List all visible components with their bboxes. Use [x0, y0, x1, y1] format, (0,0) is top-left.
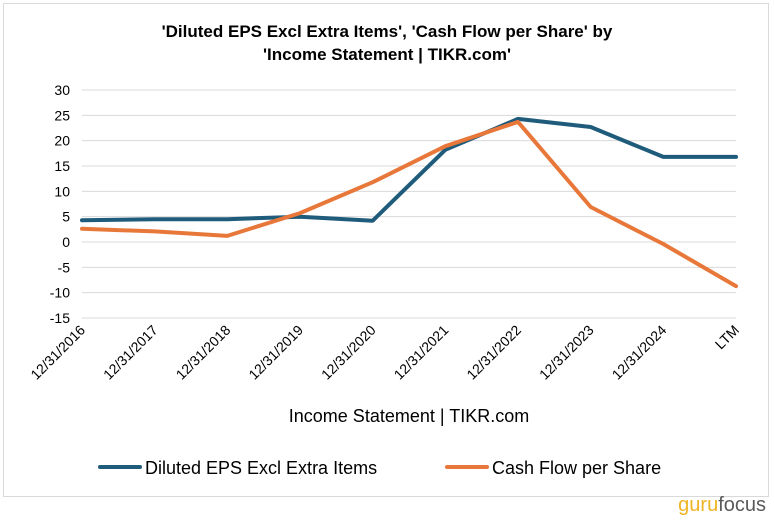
- y-tick-label: -5: [58, 259, 71, 275]
- gurufocus-logo: gurufocus: [678, 494, 766, 516]
- y-axis-ticks: 30 25 20 15 10 5 0 -5 -10 -15: [50, 82, 70, 326]
- x-tick-label: 12/31/2018: [173, 322, 234, 383]
- series-line-0: [80, 116, 738, 223]
- legend-label-0: Diluted EPS Excl Extra Items: [145, 458, 377, 478]
- y-tick-label: 15: [54, 158, 70, 174]
- chart-title: 'Diluted EPS Excl Extra Items', 'Cash Fl…: [0, 20, 774, 66]
- legend-label-1: Cash Flow per Share: [492, 458, 661, 478]
- x-axis-ticks: 12/31/2016 12/31/2017 12/31/2018 12/31/2019…: [27, 322, 742, 383]
- y-tick-label: 30: [54, 82, 70, 98]
- chart-title-line-1: 'Diluted EPS Excl Extra Items', 'Cash Fl…: [161, 22, 613, 41]
- x-tick-label: 12/31/2020: [318, 322, 379, 383]
- y-tick-label: 10: [54, 183, 70, 199]
- gridlines: [82, 89, 736, 319]
- x-tick-label: 12/31/2021: [391, 322, 452, 383]
- x-tick-label: 12/31/2022: [463, 322, 524, 383]
- y-tick-label: 0: [62, 234, 70, 250]
- x-tick-label: 12/31/2024: [609, 322, 670, 383]
- y-tick-label: 5: [62, 209, 70, 225]
- svg-text:gurufocus: gurufocus: [678, 494, 766, 516]
- watermark-focus: focus: [718, 494, 766, 516]
- series-lines: [80, 116, 738, 289]
- x-tick-label: 12/31/2016: [27, 322, 88, 383]
- x-tick-label: 12/31/2017: [100, 322, 161, 383]
- x-tick-label: 12/31/2019: [245, 322, 306, 383]
- legend: Diluted EPS Excl Extra Items Cash Flow pe…: [98, 458, 661, 478]
- chart-frame: [3, 3, 769, 497]
- y-tick-label: 25: [54, 107, 70, 123]
- watermark-guru: guru: [678, 494, 718, 516]
- chart-title-line-2: 'Income Statement | TIKR.com': [262, 45, 512, 64]
- x-tick-label: 12/31/2023: [536, 322, 597, 383]
- y-tick-label: -15: [50, 310, 70, 326]
- x-tick-label: LTM: [712, 322, 742, 352]
- x-axis-title: Income Statement | TIKR.com: [289, 406, 529, 426]
- y-tick-label: -10: [50, 285, 70, 301]
- y-tick-label: 20: [54, 133, 70, 149]
- series-line-1: [80, 119, 738, 289]
